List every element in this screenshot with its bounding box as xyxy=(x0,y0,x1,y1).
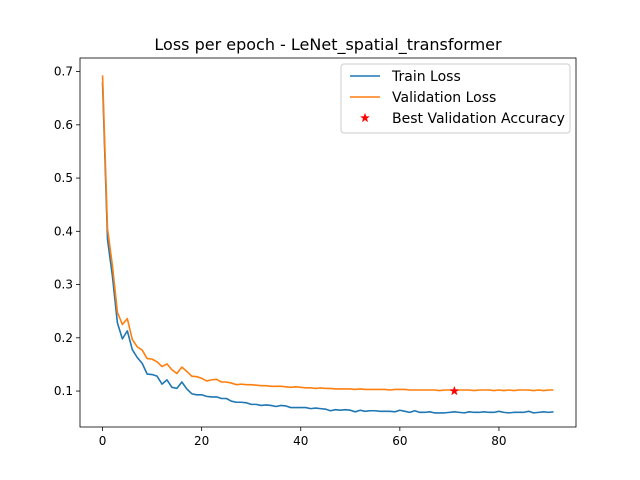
chart-title: Loss per epoch - LeNet_spatial_transform… xyxy=(154,35,502,55)
legend-label-best-validation-accuracy: Best Validation Accuracy xyxy=(392,111,565,127)
x-tick-label: 60 xyxy=(392,434,407,448)
legend: Train Loss Validation Loss Best Validati… xyxy=(340,63,571,134)
legend-swatch-best-validation-accuracy xyxy=(359,112,371,123)
series-line-validation-loss xyxy=(101,75,554,392)
y-tick-label: 0.6 xyxy=(54,118,73,132)
series-line-train-loss xyxy=(101,82,554,414)
y-tick-label: 0.5 xyxy=(54,171,73,185)
plot-frame xyxy=(79,57,577,428)
y-tick-label: 0.4 xyxy=(54,224,73,238)
y-tick-label: 0.7 xyxy=(54,65,73,79)
x-tick-label: 0 xyxy=(99,434,107,448)
legend-label-train-loss: Train Loss xyxy=(391,69,461,85)
x-axis: 0 20 40 60 80 xyxy=(99,427,507,448)
legend-label-validation-loss: Validation Loss xyxy=(392,90,496,106)
y-tick-label: 0.2 xyxy=(54,331,73,345)
x-tick-label: 40 xyxy=(293,434,308,448)
series-layer xyxy=(101,75,554,414)
legend-box xyxy=(340,63,571,134)
marker-layer xyxy=(449,385,460,396)
x-tick-label: 80 xyxy=(491,434,506,448)
y-axis: 0.1 0.2 0.3 0.4 0.5 0.6 0.7 xyxy=(54,65,80,398)
y-tick-label: 0.1 xyxy=(54,384,73,398)
marker-best-validation-accuracy xyxy=(449,385,460,396)
y-tick-label: 0.3 xyxy=(54,278,73,292)
x-tick-label: 20 xyxy=(194,434,209,448)
